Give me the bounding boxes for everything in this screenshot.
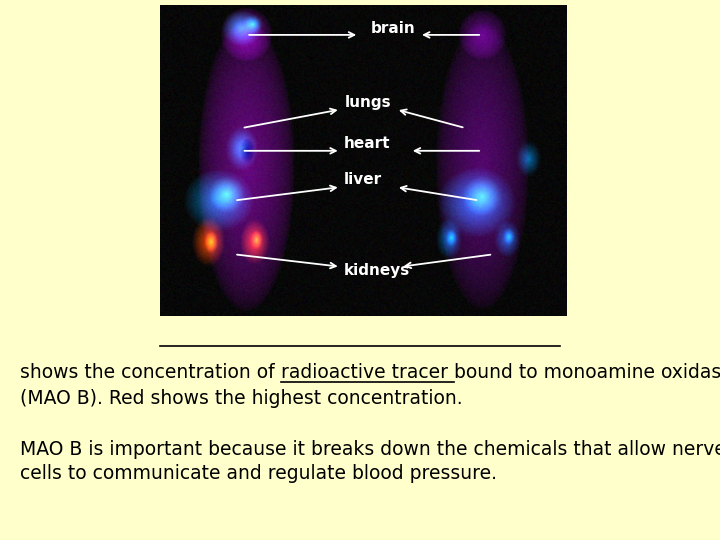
Text: kidneys: kidneys (343, 264, 410, 279)
Text: liver: liver (343, 172, 382, 187)
Text: (MAO B). Red shows the highest concentration.: (MAO B). Red shows the highest concentra… (20, 389, 463, 408)
Text: MAO B is important because it breaks down the chemicals that allow nerve
cells t: MAO B is important because it breaks dow… (20, 440, 720, 483)
Text: radioactive tracer: radioactive tracer (281, 363, 454, 382)
Text: lungs: lungs (345, 94, 392, 110)
Text: bound to monoamine oxidase B: bound to monoamine oxidase B (454, 363, 720, 382)
Text: heart: heart (343, 136, 390, 151)
Text: shows the concentration of: shows the concentration of (20, 363, 281, 382)
Text: brain: brain (371, 21, 416, 36)
